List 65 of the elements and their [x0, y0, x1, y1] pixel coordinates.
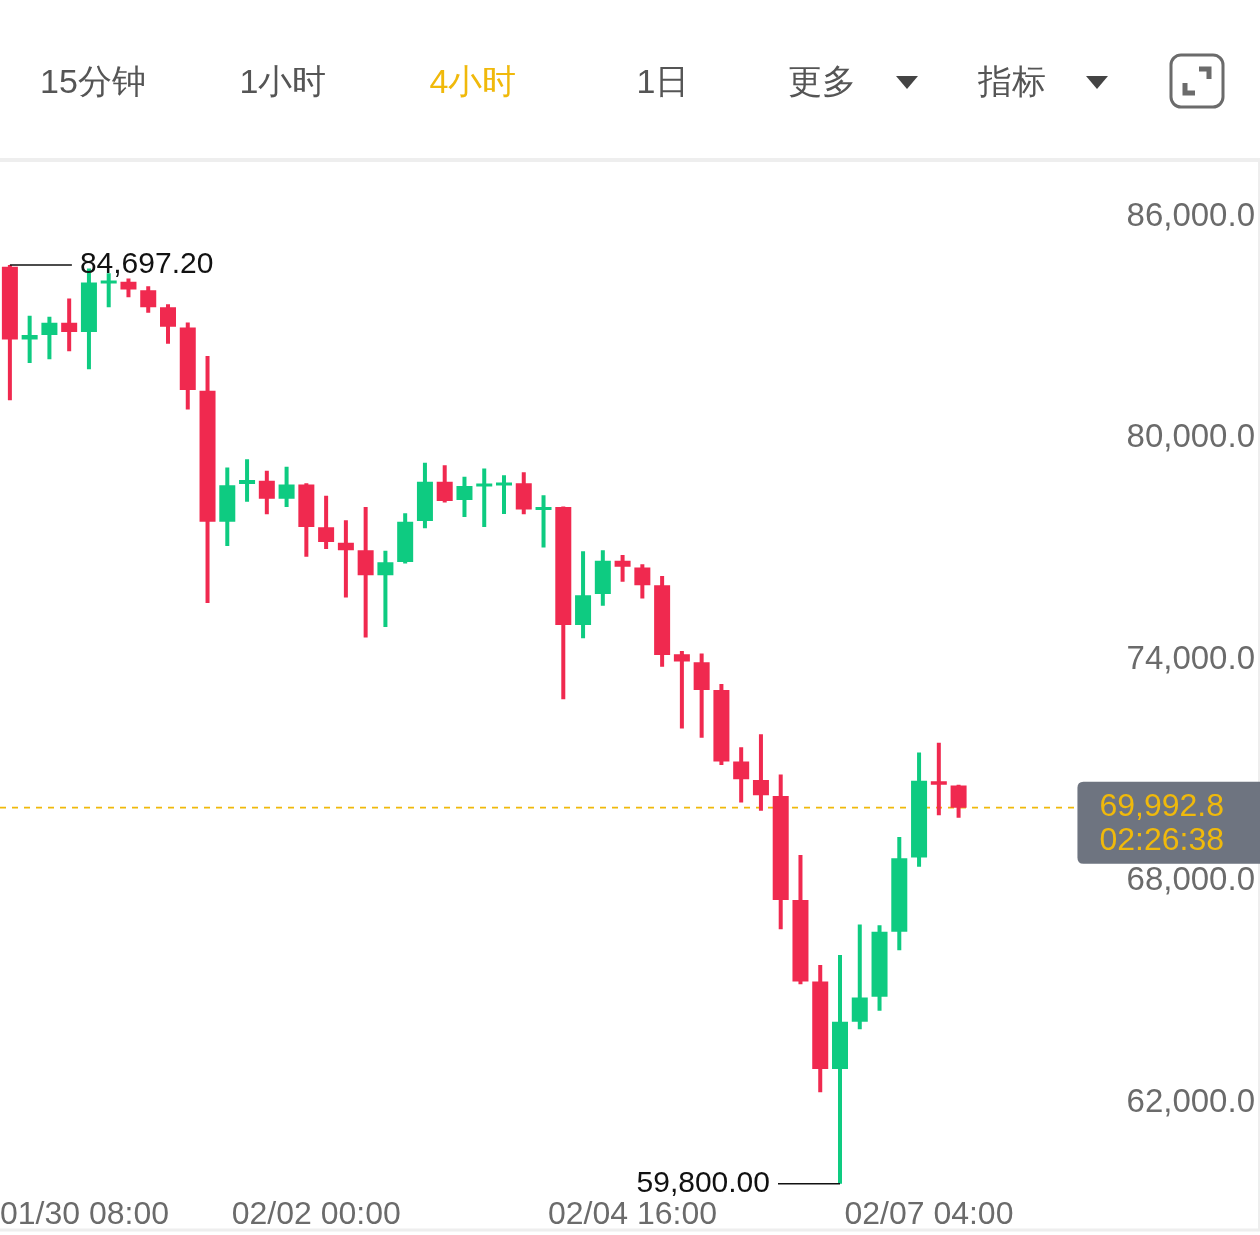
- text: 1小时: [239, 61, 327, 102]
- annotation: 59,800.00: [636, 1165, 770, 1199]
- x-tick-label: 02/07 04:00: [844, 1194, 1014, 1231]
- candlestick: [416, 462, 433, 529]
- candlestick: [911, 752, 928, 867]
- candlestick: [179, 322, 196, 410]
- candlestick: [772, 774, 789, 930]
- candlestick: [239, 459, 256, 502]
- candlestick: [515, 472, 532, 515]
- y-tick-label: 86,000.0: [1126, 195, 1255, 233]
- candlestick: [377, 550, 394, 627]
- candlestick: [21, 315, 38, 363]
- candlestick: [298, 483, 315, 557]
- candlestick: [594, 550, 611, 606]
- candlestick: [930, 742, 947, 816]
- candlestick: [713, 684, 730, 765]
- candlestick: [140, 286, 157, 313]
- text: 4小时: [429, 61, 517, 102]
- candlestick: [891, 836, 908, 951]
- y-tick-label: 80,000.0: [1126, 417, 1255, 455]
- candlestick: [535, 495, 552, 548]
- candlestick: [436, 465, 453, 503]
- candlestick: [278, 466, 295, 507]
- candlestick: [555, 506, 572, 700]
- text: 指标: [978, 61, 1046, 102]
- candlestick: [673, 650, 690, 729]
- candlestick: [832, 955, 848, 1184]
- y-tick-label: 62,000.0: [1126, 1081, 1255, 1119]
- candlestick: [120, 278, 137, 298]
- y-tick-label: 68,000.0: [1126, 860, 1255, 898]
- candlestick: [258, 470, 275, 515]
- y-tick-label: 74,000.0: [1126, 638, 1255, 676]
- candlestick: [337, 520, 354, 598]
- candlestick: [199, 355, 216, 603]
- candlestick: [219, 467, 236, 547]
- candlestick: [851, 924, 868, 1030]
- x-tick-label: 01/30 08:00: [0, 1194, 170, 1231]
- candlestick: [357, 506, 374, 638]
- candlestick: [318, 495, 335, 550]
- candlestick: [41, 316, 58, 360]
- annotation: 84,697.20: [79, 246, 214, 280]
- candlestick: [733, 747, 750, 803]
- candlestick: [160, 304, 176, 344]
- text: 更多: [788, 61, 856, 102]
- annotation: 02:26:38: [1099, 821, 1224, 858]
- ref-line-label: 69,992.8: [1099, 787, 1224, 824]
- candlestick: [752, 734, 769, 811]
- candlestick: [950, 784, 967, 818]
- candlestick: [871, 925, 888, 1011]
- candlestick: [397, 513, 414, 564]
- candlestick: [456, 476, 473, 517]
- candlestick: [654, 575, 671, 667]
- text: 1日: [636, 61, 690, 102]
- candlestick: [575, 551, 592, 639]
- candlestick: [61, 298, 78, 352]
- candlestick: [792, 855, 809, 985]
- x-tick-label: 02/02 00:00: [231, 1194, 401, 1231]
- text: 15分钟: [40, 61, 146, 102]
- candlestick: [812, 964, 829, 1093]
- candlestick: [1, 264, 18, 401]
- candlestick: [693, 653, 710, 738]
- candlestick: [476, 468, 493, 527]
- candlestick: [634, 564, 651, 599]
- candlestick: [614, 554, 631, 582]
- candlestick: [496, 475, 512, 514]
